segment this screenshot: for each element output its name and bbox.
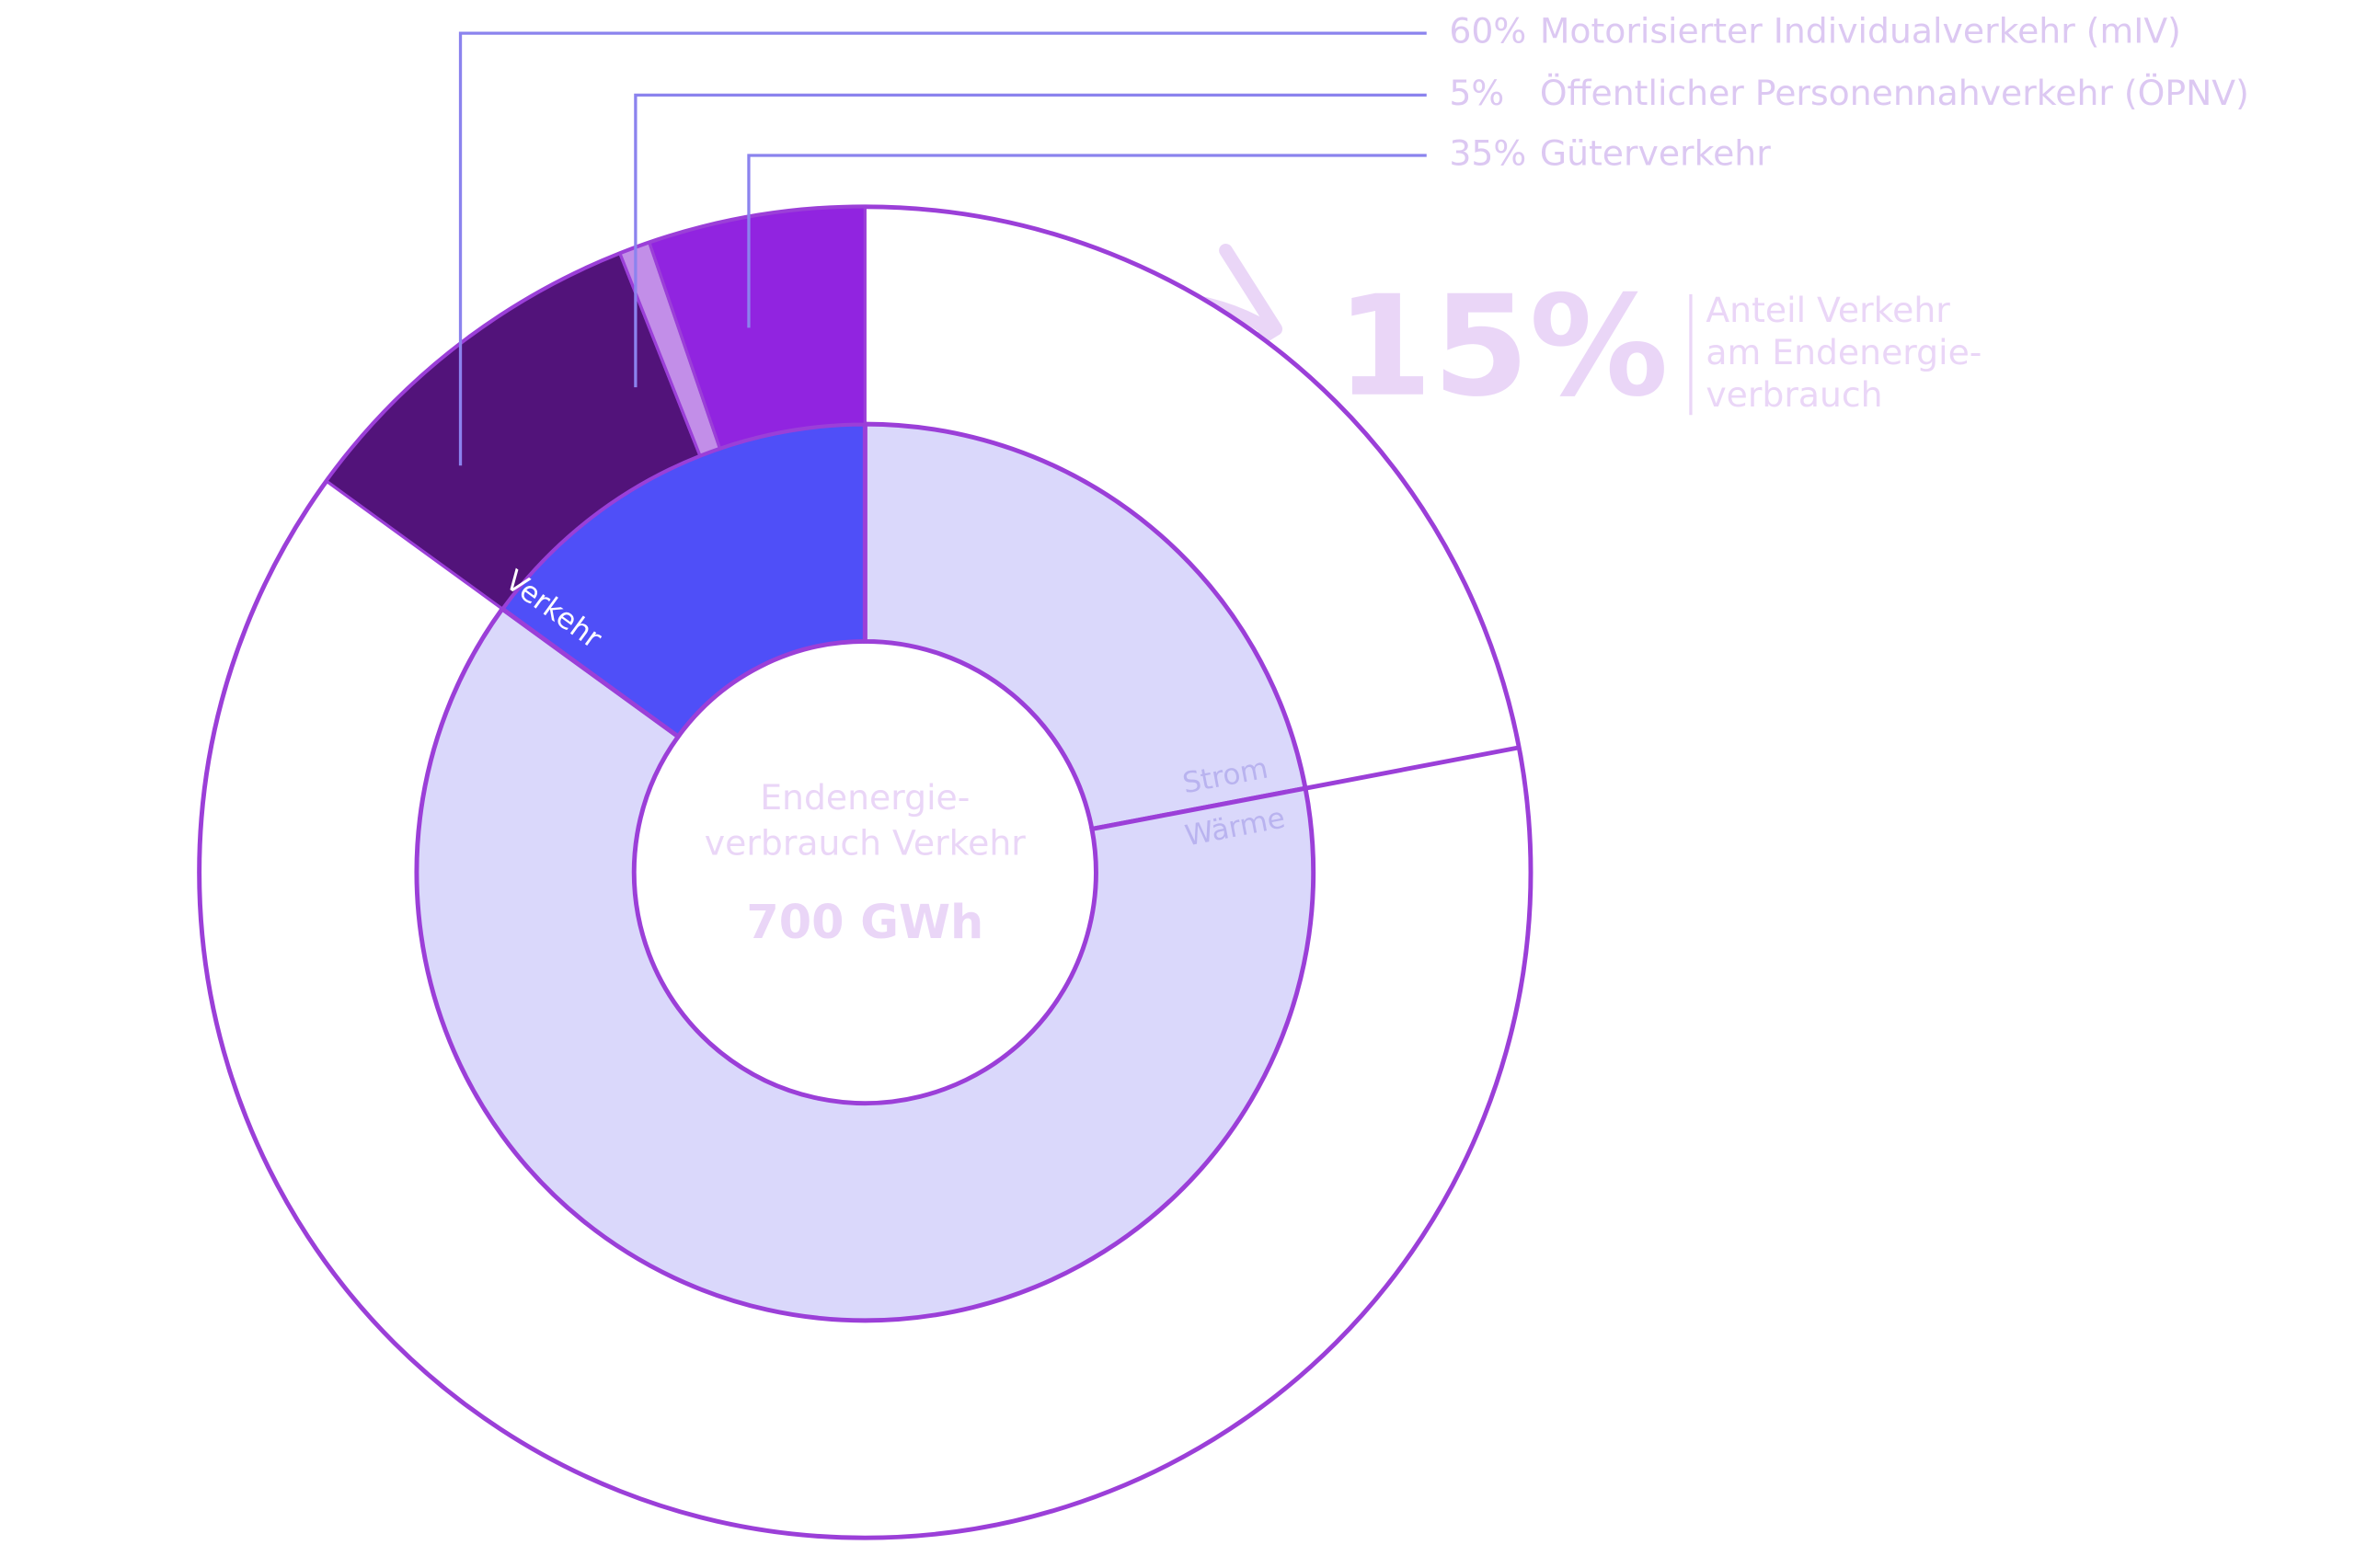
connector-line <box>747 154 1427 328</box>
ring-divider <box>1304 745 1520 791</box>
connector-line <box>634 93 1427 388</box>
connector-line <box>458 31 1427 466</box>
legend-label: Motorisierter Individualverkehr (mIV) <box>1540 11 2181 52</box>
callout-value: 15% <box>1336 266 1668 428</box>
legend-value: 35% <box>1449 133 1526 174</box>
center-title: Endenergie- <box>760 777 970 818</box>
legend-label: Güterverkehr <box>1540 133 1771 174</box>
center-title: verbrauch Verkehr <box>705 822 1026 863</box>
legend-label: Öffentlicher Personennahverkehr (ÖPNV) <box>1540 73 2249 113</box>
callout-line: am Endenergie- <box>1706 332 1982 372</box>
legend-value: 5% <box>1449 73 1504 113</box>
inner-segment <box>862 421 1308 832</box>
center-value: 700 GWh <box>746 895 983 949</box>
callout-line: verbrauch <box>1706 374 1882 415</box>
outer-segment <box>647 205 867 451</box>
callout-line: Anteil Verkehr <box>1706 290 1950 330</box>
inner-segment <box>414 605 1316 1323</box>
legend-value: 60% <box>1449 11 1526 52</box>
